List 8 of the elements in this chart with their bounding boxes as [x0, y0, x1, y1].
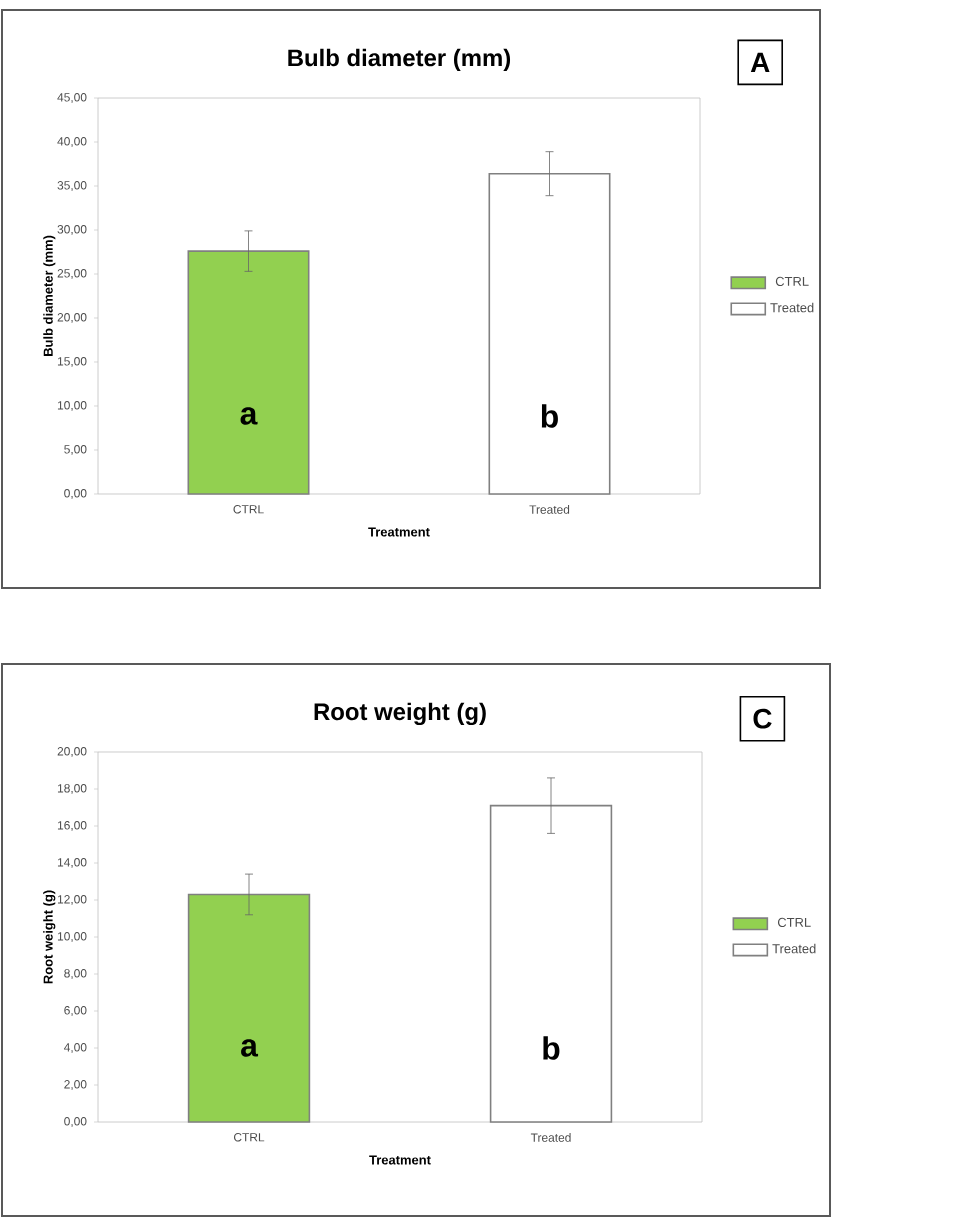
chart-title: Bulb diameter (mm)	[288, 48, 511, 72]
chart-title: Root weight (g)	[314, 702, 486, 726]
annotation: b	[541, 404, 558, 428]
annotation: a	[240, 407, 258, 425]
annotation: a	[241, 1039, 259, 1057]
annotation: b	[543, 1036, 560, 1060]
text: A	[750, 52, 770, 72]
text: C	[753, 708, 772, 729]
